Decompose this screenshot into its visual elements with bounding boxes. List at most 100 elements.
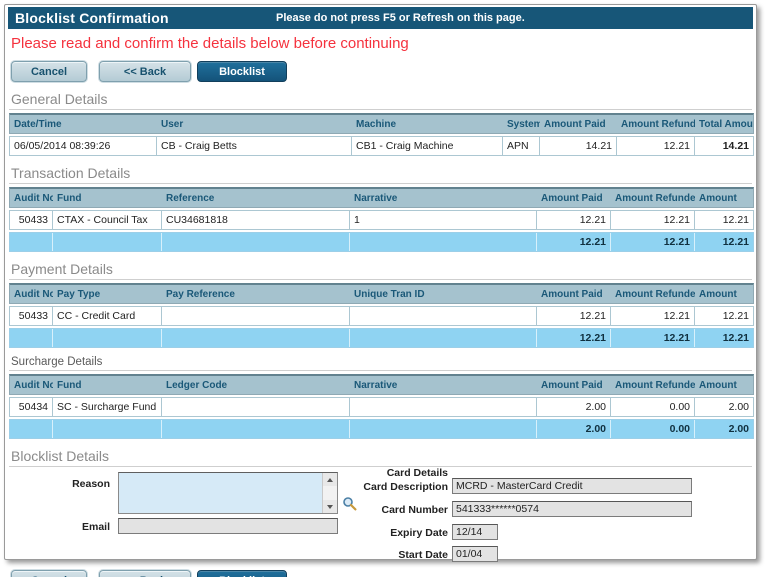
back-button[interactable]: << Back [99,61,191,82]
column-header: Pay Reference [166,289,235,300]
column-header: Audit No [14,193,53,204]
cell-amount-refunded: 0.00 [611,398,695,416]
card-description-input [452,478,692,494]
reason-field-wrap [118,472,338,514]
cell-amount-paid: 14.21 [540,137,617,155]
column-header: Amount Paid [541,193,603,204]
column-header: Amount Paid [544,119,606,130]
general-table-header: Date/Time User Machine System Amount Pai… [9,113,754,134]
reason-scrollbar[interactable] [322,473,337,513]
cell-audit-no: 50433 [10,211,53,229]
cell-total-amount: 14.21 [722,140,749,152]
cell-spacer [10,420,53,438]
cell-amount: 12.21 [722,214,749,226]
column-header: Narrative [354,380,398,391]
refresh-warning-text: Please do not press F5 or Refresh on thi… [276,12,525,24]
cell-amount-paid: 12.21 [537,307,611,325]
expiry-date-label: Expiry Date [390,527,448,539]
column-header: Date/Time [14,119,62,130]
cell-spacer [350,329,537,347]
cell-amount-refunded: 12.21 [611,211,695,229]
cell-amount: 12.21 [722,310,749,322]
column-header: Amount Paid [541,289,603,300]
cell-spacer [10,233,53,251]
cell-total-refunded: 12.21 [611,233,695,251]
cell-amount-paid: 12.21 [537,211,611,229]
cell-total-refunded: 0.00 [611,420,695,438]
cell-spacer [162,233,350,251]
cell-machine: CB1 - Craig Machine [352,137,503,155]
cell-system: APN [503,137,540,155]
column-header: Amount Paid [541,380,603,391]
cell-amount: 2.00 [728,401,749,413]
payment-table-total-row: 12.21 12.21 12.21 [9,328,754,348]
column-header: User [161,119,184,130]
transaction-table-header: Audit No Fund Reference Narrative Amount… [9,187,754,208]
lookup-search-icon[interactable] [342,496,357,511]
titlebar: Blocklist Confirmation Please do not pre… [8,7,753,29]
cell-spacer [162,420,350,438]
column-header: Amount [699,289,737,300]
scroll-up-button[interactable] [323,473,337,486]
cell-pay-type: CC - Credit Card [53,307,162,325]
column-header: Fund [57,193,82,204]
start-date-label: Start Date [398,549,448,561]
page-container: Blocklist Confirmation Please do not pre… [4,4,757,577]
column-header: Unique Tran ID [354,289,425,300]
cell-pay-reference [162,307,350,325]
cell-audit-no: 50434 [10,398,53,416]
cell-total-refunded: 12.21 [611,329,695,347]
blocklist-button[interactable]: Blocklist [197,61,287,82]
section-title-general: General Details [9,91,752,110]
column-header: Amount [699,380,737,391]
cell-spacer [53,329,162,347]
toolbar-top: Cancel << Back Blocklist [11,61,753,82]
cell-amount-paid: 2.00 [537,398,611,416]
cell-amount-refunded: 12.21 [617,137,695,155]
reason-input[interactable] [119,473,322,513]
surcharge-table-row: 50434 SC - Surcharge Fund 2.00 0.00 2.00 [9,397,754,417]
cancel-button[interactable]: Cancel [11,61,87,82]
column-header: Audit No [14,380,53,391]
transaction-table-total-row: 12.21 12.21 12.21 [9,232,754,252]
triangle-up-icon [327,477,333,482]
page-title: Blocklist Confirmation [15,10,169,26]
email-input [118,518,338,534]
cell-unique-tran-id [350,307,537,325]
section-title-payment: Payment Details [9,261,752,280]
card-number-input [452,501,692,517]
column-header: Audit No [14,289,53,300]
cell-total-amount: 12.21 [722,236,749,248]
blocklist-button-bottom[interactable]: Blocklist [197,570,287,577]
cell-spacer [350,420,537,438]
cancel-button-bottom[interactable]: Cancel [11,570,87,577]
cell-total-amount: 2.00 [728,423,749,435]
card-description-label: Card Description [363,481,448,493]
cell-narrative: 1 [350,211,537,229]
cell-total-paid: 12.21 [537,329,611,347]
surcharge-table-total-row: 2.00 0.00 2.00 [9,419,754,439]
cell-spacer [162,329,350,347]
surcharge-table-header: Audit No Fund Ledger Code Narrative Amou… [9,374,754,395]
payment-table-row: 50433 CC - Credit Card 12.21 12.21 12.21 [9,306,754,326]
section-title-blocklist: Blocklist Details [9,448,752,467]
section-title-surcharge: Surcharge Details [9,356,752,371]
column-header: Narrative [354,193,398,204]
column-header: Machine [356,119,397,130]
cell-spacer [53,420,162,438]
email-label: Email [81,521,110,533]
payment-table-header: Audit No Pay Type Pay Reference Unique T… [9,283,754,304]
column-header: Amount Refunded [621,119,695,130]
column-header: Amount Refunded [615,193,695,204]
column-header: Fund [57,380,82,391]
cell-fund: SC - Surcharge Fund [53,398,162,416]
start-date-input [452,546,498,562]
column-header: Pay Type [57,289,101,300]
scroll-down-button[interactable] [323,500,337,513]
cell-spacer [10,329,53,347]
cell-spacer [53,233,162,251]
back-button-bottom[interactable]: << Back [99,570,191,577]
column-header: Amount Refunded [615,289,695,300]
column-header: Total Amount [699,119,753,130]
confirm-warning-text: Please read and confirm the details belo… [11,35,409,52]
